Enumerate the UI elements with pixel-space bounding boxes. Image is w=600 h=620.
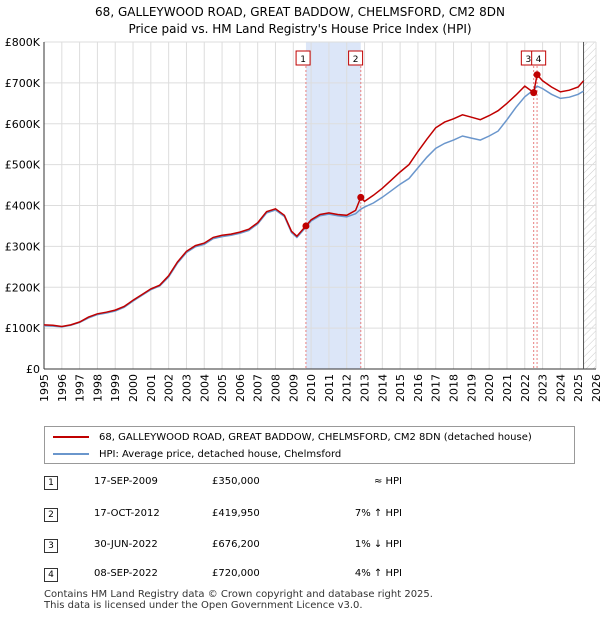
sale-date: 17-OCT-2012 xyxy=(94,508,160,519)
y-tick-label: £0 xyxy=(26,363,40,376)
x-tick-label: 2025 xyxy=(572,374,585,402)
sale-row: 3 30-JUN-2022 £676,200 1% ↓ HPI xyxy=(44,539,584,555)
sale-number-badge: 2 xyxy=(44,508,58,522)
sale-number-box xyxy=(348,50,364,66)
x-tick-label: 2012 xyxy=(341,374,354,402)
x-tick-label: 2003 xyxy=(180,374,193,402)
chart-title-address: 68, GALLEYWOOD ROAD, GREAT BADDOW, CHELM… xyxy=(95,5,505,19)
x-tick-label: 2006 xyxy=(234,374,247,402)
x-tick-label: 1999 xyxy=(109,374,122,402)
sale-number-text: 4 xyxy=(536,55,542,65)
sale-number-badge: 4 xyxy=(44,568,58,582)
legend-label-hpi: HPI: Average price, detached house, Chel… xyxy=(99,448,342,460)
x-tick-label: 2014 xyxy=(376,374,389,402)
x-tick-label: 2015 xyxy=(394,374,407,402)
x-tick-label: 1997 xyxy=(74,374,87,402)
footer-attribution: Contains HM Land Registry data © Crown c… xyxy=(44,589,433,611)
sale-number-badge: 3 xyxy=(44,539,58,553)
x-tick-label: 2021 xyxy=(501,374,514,402)
x-tick-label: 1996 xyxy=(56,374,69,402)
y-tick-label: £200K xyxy=(5,281,41,294)
legend-item-hpi: HPI: Average price, detached house, Chel… xyxy=(53,446,341,462)
sale-row: 2 17-OCT-2012 £419,950 7% ↑ HPI xyxy=(44,508,584,524)
x-tick-label: 1995 xyxy=(38,374,51,402)
y-tick-label: £800K xyxy=(5,36,41,49)
x-tick-label: 2018 xyxy=(448,374,461,402)
y-tick-label: £400K xyxy=(5,200,41,213)
x-tick-label: 1998 xyxy=(91,374,104,402)
sale-number-box xyxy=(531,50,547,66)
x-tick-label: 2017 xyxy=(430,374,443,402)
legend-item-property: 68, GALLEYWOOD ROAD, GREAT BADDOW, CHELM… xyxy=(53,429,532,445)
x-tick-label: 2002 xyxy=(163,374,176,402)
chart-area: £0 £100K £200K £300K £400K £500K £600K £700K £80… xyxy=(5,36,600,402)
x-tick-label: 2009 xyxy=(287,374,300,402)
sale-point xyxy=(357,193,365,201)
chart-subtitle: Price paid vs. HM Land Registry's House … xyxy=(128,22,472,36)
x-tick-label: 2013 xyxy=(359,374,372,402)
x-tick-label: 2000 xyxy=(127,374,140,402)
sale-number-text: 1 xyxy=(300,55,306,65)
y-tick-label: £700K xyxy=(5,77,41,90)
footer-line: Contains HM Land Registry data © Crown c… xyxy=(44,589,433,600)
sale-price: £350,000 xyxy=(212,476,260,487)
x-tick-label: 2020 xyxy=(483,374,496,402)
x-tick-label: 2010 xyxy=(305,374,318,402)
x-tick-label: 2019 xyxy=(465,374,478,402)
y-tick-label: £100K xyxy=(5,322,41,335)
x-tick-label: 2023 xyxy=(537,374,550,402)
sale-date: 30-JUN-2022 xyxy=(94,539,158,550)
sale-point xyxy=(530,89,538,97)
x-tick-label: 2011 xyxy=(323,374,336,402)
sale-row: 4 08-SEP-2022 £720,000 4% ↑ HPI xyxy=(44,568,584,584)
legend-swatch-property xyxy=(53,436,89,438)
sale-row: 1 17-SEP-2009 £350,000 ≈ HPI xyxy=(44,476,584,492)
x-tick-label: 2004 xyxy=(198,374,211,402)
legend-swatch-hpi xyxy=(53,453,89,455)
legend: 68, GALLEYWOOD ROAD, GREAT BADDOW, CHELM… xyxy=(44,426,575,464)
sale-number-box xyxy=(295,50,311,66)
footer-line: This data is licensed under the Open Gov… xyxy=(44,600,363,611)
x-tick-label: 2001 xyxy=(145,374,158,402)
sale-hpi-compare: 7% ↑ HPI xyxy=(354,508,402,519)
x-tick-label: 2007 xyxy=(252,374,265,402)
y-tick-label: £600K xyxy=(5,118,41,131)
sale-price: £676,200 xyxy=(212,539,260,550)
sale-hpi-compare: 4% ↑ HPI xyxy=(354,568,402,579)
x-tick-label: 2024 xyxy=(554,374,567,402)
x-tick-label: 2016 xyxy=(412,374,425,402)
sale-number-badge: 1 xyxy=(44,476,58,490)
x-tick-label: 2022 xyxy=(519,374,532,402)
property-price-line xyxy=(43,73,585,328)
sale-number-label: 4 xyxy=(531,50,547,66)
sale-price: £720,000 xyxy=(212,568,260,579)
y-tick-label: £300K xyxy=(5,240,41,253)
x-tick-label: 2005 xyxy=(216,374,229,402)
sale-number-label: 1 xyxy=(295,50,311,66)
sale-date: 17-SEP-2009 xyxy=(94,476,158,487)
x-tick-label: 2008 xyxy=(269,374,282,402)
sale-hpi-compare: 1% ↓ HPI xyxy=(354,539,402,550)
x-tick-label: 2026 xyxy=(590,374,600,402)
sale-date: 08-SEP-2022 xyxy=(94,568,158,579)
y-tick-label: £500K xyxy=(5,159,41,172)
sale-hpi-compare: ≈ HPI xyxy=(373,476,402,487)
sale-number-text: 2 xyxy=(353,55,359,65)
sale-point xyxy=(533,71,541,79)
sale-price: £419,950 xyxy=(212,508,260,519)
sale-number-label: 2 xyxy=(348,50,364,66)
sale-number-text: 3 xyxy=(525,55,531,65)
legend-label-property: 68, GALLEYWOOD ROAD, GREAT BADDOW, CHELM… xyxy=(99,431,532,443)
sale-point xyxy=(302,222,310,230)
